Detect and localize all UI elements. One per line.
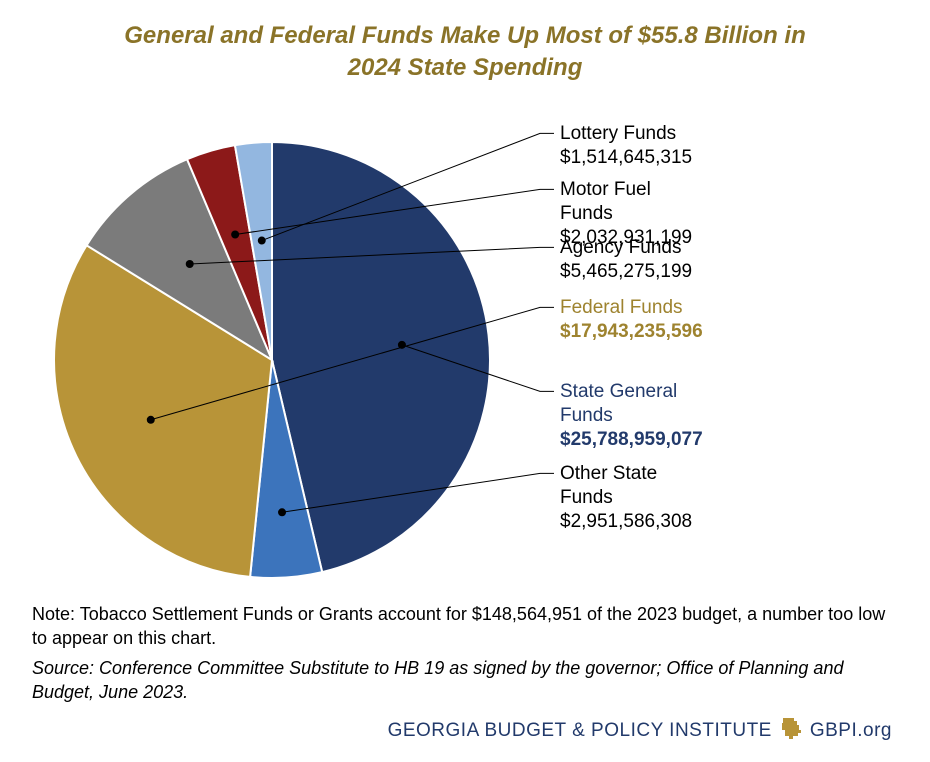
label-agency: Agency Funds$5,465,275,199 bbox=[560, 236, 692, 284]
label-name-state-general: State General Funds bbox=[560, 381, 677, 426]
label-value-federal: $17,943,235,596 bbox=[560, 320, 703, 344]
label-name-agency: Agency Funds bbox=[560, 237, 681, 258]
footer-brand: GEORGIA BUDGET & POLICY INSTITUTE GBPI.o… bbox=[0, 716, 930, 746]
chart-source: Source: Conference Committee Substitute … bbox=[32, 656, 898, 705]
footer-site: GBPI.org bbox=[810, 720, 892, 742]
label-lottery: Lottery Funds$1,514,645,315 bbox=[560, 122, 692, 170]
chart-note-text: Note: Tobacco Settlement Funds or Grants… bbox=[32, 604, 885, 648]
footer-org: GEORGIA BUDGET & POLICY INSTITUTE bbox=[388, 720, 772, 742]
label-federal: Federal Funds$17,943,235,596 bbox=[560, 296, 703, 344]
label-name-lottery: Lottery Funds bbox=[560, 123, 676, 144]
label-value-agency: $5,465,275,199 bbox=[560, 260, 692, 284]
label-state-general: State General Funds$25,788,959,077 bbox=[560, 380, 703, 451]
label-name-motor-fuel: Motor Fuel Funds bbox=[560, 179, 651, 224]
label-name-other-state: Other State Funds bbox=[560, 463, 657, 508]
label-value-state-general: $25,788,959,077 bbox=[560, 428, 703, 452]
label-other-state: Other State Funds$2,951,586,308 bbox=[560, 462, 692, 533]
label-value-other-state: $2,951,586,308 bbox=[560, 510, 692, 534]
chart-note: Note: Tobacco Settlement Funds or Grants… bbox=[32, 602, 898, 651]
chart-source-text: Source: Conference Committee Substitute … bbox=[32, 658, 843, 702]
label-name-federal: Federal Funds bbox=[560, 297, 683, 318]
label-value-lottery: $1,514,645,315 bbox=[560, 146, 692, 170]
georgia-icon bbox=[780, 716, 802, 746]
